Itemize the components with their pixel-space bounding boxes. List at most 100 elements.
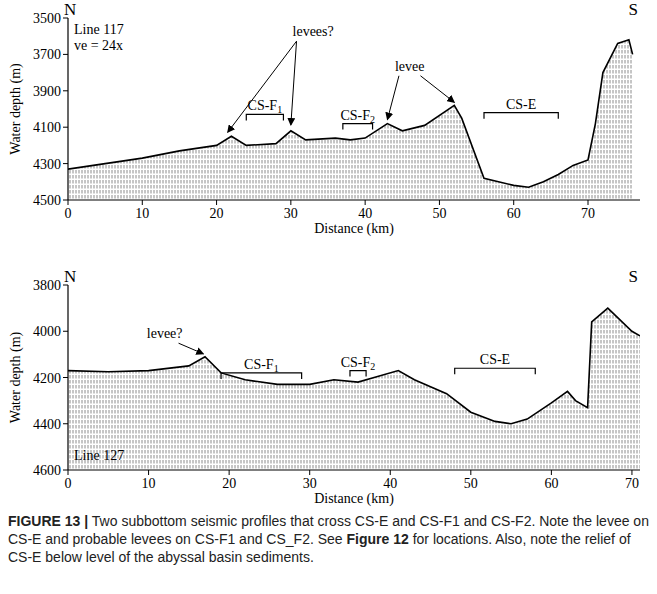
x-tick-label: 30 bbox=[303, 476, 317, 491]
x-tick bbox=[551, 470, 552, 475]
y-tick-label: 4500 bbox=[33, 193, 61, 208]
annotation-arrow bbox=[387, 76, 399, 120]
bracket bbox=[455, 368, 536, 374]
x-axis-title: Distance (km) bbox=[314, 491, 394, 507]
ve-label: ve = 24x bbox=[74, 38, 123, 53]
bracket-sub: 2 bbox=[370, 114, 375, 125]
x-tick bbox=[229, 470, 230, 475]
x-tick-label: 10 bbox=[142, 476, 156, 491]
y-axis bbox=[67, 18, 68, 200]
x-tick bbox=[309, 470, 310, 475]
x-tick bbox=[68, 470, 69, 475]
x-tick bbox=[365, 200, 366, 205]
bracket bbox=[343, 124, 373, 130]
north-label: N bbox=[64, 0, 76, 19]
bracket-label: CS-F1 bbox=[244, 357, 279, 374]
caption-text: Figure 12 bbox=[347, 531, 409, 547]
y-tick bbox=[63, 200, 68, 201]
y-axis-title: Water depth (m) bbox=[8, 331, 24, 423]
annotation-arrow bbox=[228, 41, 297, 132]
y-tick-label: 4600 bbox=[33, 463, 61, 478]
x-tick bbox=[470, 470, 471, 475]
annotation-arrow bbox=[179, 343, 204, 354]
y-tick bbox=[63, 377, 68, 378]
seafloor-line bbox=[68, 308, 640, 424]
x-tick-label: 10 bbox=[135, 206, 149, 221]
plot-area bbox=[68, 308, 640, 470]
x-tick-label: 50 bbox=[432, 206, 446, 221]
y-tick bbox=[63, 54, 68, 55]
bracket-label: CS-F2 bbox=[340, 108, 375, 125]
y-tick bbox=[63, 470, 68, 471]
y-tick bbox=[63, 90, 68, 91]
subbottom-area bbox=[68, 40, 633, 200]
x-tick bbox=[390, 470, 391, 475]
bracket-label: CS-F2 bbox=[341, 355, 376, 372]
y-tick bbox=[63, 423, 68, 424]
north-label: N bbox=[64, 267, 76, 286]
subbottom-area bbox=[68, 308, 640, 470]
x-tick bbox=[631, 470, 632, 475]
caption: FIGURE 13 | Two subbottom seismic profil… bbox=[8, 512, 649, 566]
y-tick-label: 4000 bbox=[33, 324, 61, 339]
y-tick bbox=[63, 331, 68, 332]
annotation-arrow bbox=[420, 76, 454, 102]
x-tick-label: 0 bbox=[65, 206, 72, 221]
y-tick-label: 3800 bbox=[33, 278, 61, 293]
x-tick bbox=[290, 200, 291, 205]
annotation-arrow bbox=[291, 41, 297, 125]
y-tick-label: 4300 bbox=[33, 157, 61, 172]
line-label: Line 127 bbox=[74, 448, 124, 463]
x-tick-label: 40 bbox=[358, 206, 372, 221]
panel: 3800 4000 4200 4400 4600 0 10 20 30 40 50 60 70 Dista… bbox=[8, 267, 640, 507]
y-tick-label: 3700 bbox=[33, 47, 61, 62]
bracket-sub: 1 bbox=[277, 104, 282, 115]
bracket-sub: 2 bbox=[370, 361, 375, 372]
line-label: Line 117 bbox=[74, 22, 124, 37]
x-tick-label: 60 bbox=[544, 476, 558, 491]
annotation: levee? bbox=[147, 326, 183, 341]
x-tick-label: 70 bbox=[581, 206, 595, 221]
bracket-label: CS-F1 bbox=[248, 98, 283, 115]
x-tick-label: 30 bbox=[284, 206, 298, 221]
y-tick-label: 3500 bbox=[33, 11, 61, 26]
x-tick bbox=[588, 200, 589, 205]
y-tick-label: 4400 bbox=[33, 417, 61, 432]
y-tick-label: 3900 bbox=[33, 84, 61, 99]
x-tick-label: 20 bbox=[210, 206, 224, 221]
plot-area bbox=[68, 40, 633, 200]
x-tick-label: 40 bbox=[383, 476, 397, 491]
x-axis bbox=[68, 469, 640, 470]
south-label: S bbox=[629, 0, 638, 19]
bracket-text: CS-E bbox=[480, 352, 510, 367]
x-tick-label: 70 bbox=[625, 476, 639, 491]
x-tick bbox=[439, 200, 440, 205]
x-tick bbox=[68, 200, 69, 205]
x-tick bbox=[142, 200, 143, 205]
caption-label: FIGURE 13 | bbox=[8, 513, 88, 529]
bracket-label: CS-E bbox=[480, 352, 510, 367]
bracket-text: CS-E bbox=[506, 97, 536, 112]
bracket-label: CS-E bbox=[506, 97, 536, 112]
annotation: levees? bbox=[293, 24, 334, 39]
seafloor-line bbox=[68, 40, 633, 188]
y-tick-label: 4200 bbox=[33, 371, 61, 386]
y-tick bbox=[63, 163, 68, 164]
x-tick bbox=[513, 200, 514, 205]
x-axis-title: Distance (km) bbox=[314, 221, 394, 237]
x-tick bbox=[216, 200, 217, 205]
bracket bbox=[221, 373, 302, 379]
x-tick-label: 0 bbox=[65, 476, 72, 491]
x-tick-label: 20 bbox=[222, 476, 236, 491]
y-axis-title: Water depth (m) bbox=[8, 63, 24, 155]
x-tick bbox=[148, 470, 149, 475]
y-tick bbox=[63, 127, 68, 128]
bracket-text: CS-F bbox=[341, 355, 371, 370]
x-tick-label: 50 bbox=[464, 476, 478, 491]
figure: 350037003900410043004500010203040506070D… bbox=[0, 0, 657, 510]
bracket-text: CS-F bbox=[340, 108, 370, 123]
x-axis bbox=[68, 199, 640, 200]
x-tick-label: 60 bbox=[507, 206, 521, 221]
south-label: S bbox=[629, 267, 638, 286]
bracket-sub: 1 bbox=[274, 363, 279, 374]
